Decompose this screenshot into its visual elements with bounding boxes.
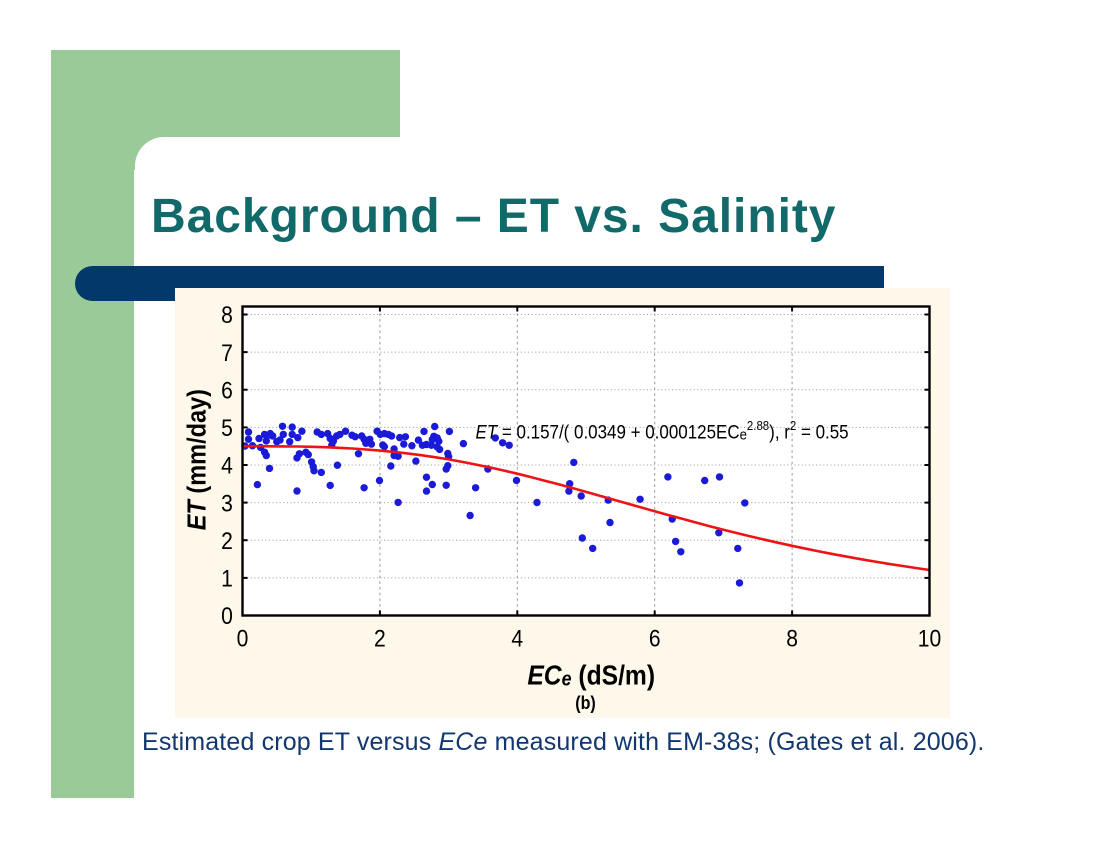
svg-text:ECe (dS/m): ECe (dS/m)	[527, 659, 655, 691]
svg-text:0: 0	[237, 624, 249, 652]
svg-text:2: 2	[221, 526, 233, 554]
svg-text:6: 6	[221, 376, 233, 404]
svg-text:8: 8	[786, 624, 798, 652]
svg-text:1: 1	[221, 564, 233, 592]
svg-text:0: 0	[221, 602, 233, 630]
svg-text:4: 4	[221, 451, 233, 479]
svg-text:10: 10	[918, 624, 941, 652]
svg-text:2: 2	[374, 624, 386, 652]
svg-text:7: 7	[221, 338, 233, 366]
svg-text:3: 3	[221, 489, 233, 517]
svg-text:ET (mm/day): ET (mm/day)	[183, 389, 211, 530]
svg-text:6: 6	[649, 624, 661, 652]
svg-text:ET = 0.157/( 0.0349 + 0.000125: ET = 0.157/( 0.0349 + 0.000125ECe2.88), …	[476, 418, 849, 442]
svg-text:5: 5	[221, 414, 233, 442]
svg-text:8: 8	[221, 301, 233, 329]
svg-text:4: 4	[511, 624, 523, 652]
svg-text:(b): (b)	[575, 692, 596, 713]
